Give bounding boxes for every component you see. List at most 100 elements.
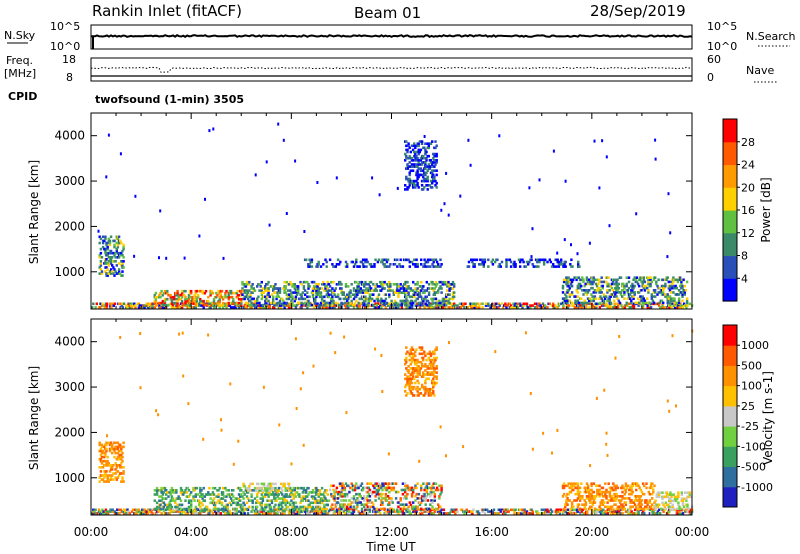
scatter-cell xyxy=(435,154,438,158)
scatter-cell xyxy=(376,260,380,264)
scatter-cell xyxy=(225,489,228,492)
scatter-cell xyxy=(218,297,221,301)
scatter-cell xyxy=(284,501,287,505)
scatter-cell xyxy=(176,299,179,303)
scatter-cell xyxy=(308,295,311,299)
scatter-cell xyxy=(493,304,497,307)
scatter-cell xyxy=(102,512,105,515)
scatter-cell xyxy=(268,295,271,299)
scatter-cell xyxy=(434,184,437,187)
scatter-cell xyxy=(138,304,142,307)
scatter-cell xyxy=(679,276,682,279)
scatter-cell xyxy=(122,302,126,306)
scatter-cell xyxy=(471,306,474,309)
scatter-cell xyxy=(434,303,438,307)
scatter-cell xyxy=(641,282,644,286)
scatter-cell xyxy=(270,509,274,513)
scatter-cell xyxy=(340,304,343,307)
scatter-cell xyxy=(504,512,507,515)
scatter-cell xyxy=(251,499,254,502)
scatter-cell xyxy=(381,501,384,504)
scatter-cell xyxy=(341,486,344,490)
scatter-cell xyxy=(606,299,609,303)
scatter-cell xyxy=(616,284,619,288)
scatter-cell xyxy=(426,499,430,502)
scatter-cell xyxy=(417,175,420,179)
scatter-cell xyxy=(170,486,174,490)
scatter-cell xyxy=(234,497,237,500)
scatter-cell xyxy=(353,289,357,292)
scatter-cell xyxy=(596,510,599,513)
scatter-cell xyxy=(581,495,584,498)
scatter-cell xyxy=(267,493,270,496)
scatter-cell xyxy=(590,484,593,488)
scatter-cell xyxy=(528,186,531,190)
scatter-cell xyxy=(606,501,609,504)
scatter-cell xyxy=(289,486,292,490)
scatter-cell xyxy=(297,285,300,288)
scatter-cell xyxy=(410,179,414,183)
colorbar-tick-label: 4 xyxy=(741,272,748,285)
scatter-cell xyxy=(176,306,179,309)
scatter-cell xyxy=(249,482,252,486)
scatter-cell xyxy=(180,503,184,507)
scatter-cell xyxy=(375,484,378,488)
scatter-cell xyxy=(407,488,410,492)
scatter-cell xyxy=(654,157,657,161)
scatter-cell xyxy=(425,295,428,299)
scatter-cell xyxy=(501,306,505,309)
scatter-cell xyxy=(324,491,327,494)
scatter-cell xyxy=(298,512,301,515)
scatter-cell xyxy=(422,188,425,191)
scatter-cell xyxy=(433,499,436,502)
scatter-cell xyxy=(453,285,456,288)
scatter-cell xyxy=(116,243,120,247)
scatter-cell xyxy=(376,297,380,301)
scatter-cell xyxy=(243,484,246,488)
scatter-cell xyxy=(621,490,624,494)
scatter-cell xyxy=(600,510,604,513)
scatter-cell xyxy=(438,287,441,290)
scatter-cell xyxy=(608,492,612,496)
scatter-cell xyxy=(361,263,365,266)
scatter-cell xyxy=(421,512,424,515)
scatter-cell xyxy=(407,293,410,296)
scatter-cell xyxy=(115,241,118,245)
scatter-cell xyxy=(440,486,443,490)
scatter-cell xyxy=(498,134,501,138)
scatter-cell xyxy=(314,499,317,502)
scatter-cell xyxy=(481,302,484,306)
scatter-cell xyxy=(577,510,580,513)
scatter-cell xyxy=(169,489,172,492)
scatter-cell xyxy=(417,186,420,189)
scatter-cell xyxy=(111,468,114,471)
scatter-cell xyxy=(646,306,649,309)
scatter-cell xyxy=(194,495,197,498)
scatter-cell xyxy=(405,140,408,143)
scatter-cell xyxy=(273,285,276,288)
scatter-cell xyxy=(623,492,626,496)
scatter-cell xyxy=(568,499,571,502)
scatter-cell xyxy=(105,175,108,179)
scatter-cell xyxy=(580,510,583,513)
scatter-cell xyxy=(662,284,665,288)
scatter-cell xyxy=(120,462,123,465)
scatter-cell xyxy=(351,303,355,307)
scatter-cell xyxy=(583,499,586,502)
scatter-cell xyxy=(108,449,112,453)
scatter-cell xyxy=(111,264,114,267)
scatter-cell xyxy=(514,508,517,512)
scatter-cell xyxy=(662,301,665,305)
scatter-cell xyxy=(390,499,393,502)
scatter-cell xyxy=(270,499,274,502)
scatter-cell xyxy=(330,293,333,296)
scatter-cell xyxy=(105,462,108,465)
scatter-cell xyxy=(680,282,683,286)
scatter-cell xyxy=(227,512,230,515)
scatter-cell xyxy=(170,299,174,303)
scatter-cell xyxy=(364,295,367,299)
scatter-cell xyxy=(349,289,352,292)
scatter-cell xyxy=(671,286,674,290)
scatter-cell xyxy=(195,297,199,301)
scatter-cell xyxy=(280,491,283,494)
